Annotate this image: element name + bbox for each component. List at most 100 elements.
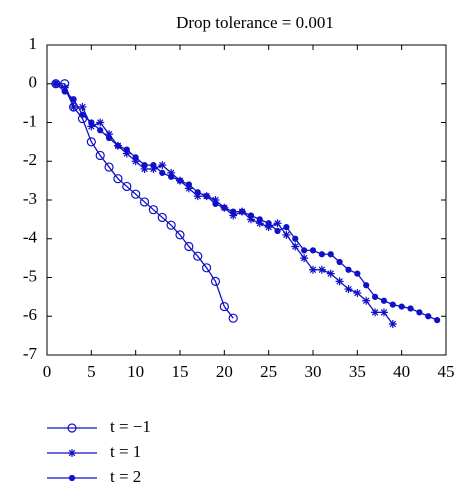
data-point [434, 317, 441, 324]
data-point [318, 251, 325, 258]
data-point [309, 265, 317, 274]
data-point [230, 208, 237, 215]
data-point [132, 154, 139, 161]
x-tick-label: 5 [87, 362, 96, 381]
data-point [114, 142, 122, 149]
x-tick-label: 35 [349, 362, 366, 381]
data-point [301, 247, 308, 254]
data-point [105, 134, 113, 142]
data-point [363, 282, 370, 289]
series-line [55, 83, 234, 319]
x-tick-label: 20 [216, 362, 233, 381]
data-point [345, 266, 352, 273]
data-point [300, 254, 309, 263]
series-line [55, 83, 438, 321]
data-point [185, 181, 192, 188]
y-tick-label: -7 [23, 344, 38, 363]
data-point [140, 165, 149, 173]
data-point [354, 270, 361, 277]
data-point [184, 184, 193, 193]
y-tick-label: -2 [23, 150, 37, 169]
data-point [353, 289, 362, 297]
data-point [238, 208, 246, 215]
y-tick-label: 0 [29, 73, 38, 92]
data-point [150, 162, 157, 169]
data-point [389, 301, 396, 308]
data-point [264, 223, 273, 232]
data-point [159, 169, 166, 176]
data-point [221, 204, 228, 211]
data-point [203, 193, 210, 200]
data-point [362, 296, 371, 305]
plot-frame [46, 44, 447, 356]
data-point [168, 173, 175, 180]
y-tick-label: -4 [23, 228, 38, 247]
x-tick-label: 0 [43, 362, 52, 381]
data-point [96, 118, 105, 127]
data-point [141, 162, 148, 169]
data-point [211, 196, 220, 204]
data-point [70, 96, 77, 103]
x-tick-label: 10 [127, 362, 144, 381]
data-point [131, 189, 141, 199]
data-point [166, 220, 176, 230]
data-point [282, 230, 291, 239]
data-point [309, 247, 317, 254]
data-point [265, 220, 272, 227]
data-point [388, 320, 397, 328]
data-point [336, 258, 343, 266]
data-point [335, 277, 344, 286]
legend-marker [67, 423, 77, 433]
data-point [148, 205, 158, 215]
data-point [87, 122, 96, 131]
x-tick-label: 25 [260, 362, 277, 381]
data-point [123, 146, 130, 153]
data-point [95, 150, 105, 161]
y-tick-label: -6 [23, 305, 37, 324]
data-point [122, 149, 131, 158]
legend-marker [68, 474, 76, 482]
data-point [78, 103, 87, 111]
y-tick-label: -1 [23, 111, 37, 130]
data-point [193, 251, 203, 261]
data-point [228, 313, 238, 323]
legend-label: t = 1 [110, 442, 141, 461]
data-point [283, 224, 290, 231]
data-point [247, 212, 255, 219]
data-point [327, 251, 334, 258]
data-point [139, 197, 150, 207]
x-tick-label: 15 [172, 362, 189, 381]
data-point [122, 181, 132, 192]
data-point [88, 119, 95, 126]
x-tick-label: 45 [438, 362, 455, 381]
data-point [69, 103, 78, 111]
data-point [371, 293, 379, 300]
data-point [175, 230, 185, 240]
x-tick-label: 30 [305, 362, 322, 381]
data-point [212, 200, 219, 207]
data-point [202, 263, 212, 273]
chart-title: Drop tolerance = 0.001 [176, 13, 334, 32]
y-tick-label: 1 [29, 34, 38, 53]
data-point [273, 219, 282, 228]
data-point [149, 165, 158, 173]
data-point [157, 212, 167, 223]
data-point [104, 162, 114, 172]
data-point [326, 269, 335, 278]
data-point [292, 235, 299, 242]
data-point [97, 127, 104, 134]
data-point [256, 216, 263, 223]
y-tick-label: -5 [23, 266, 37, 285]
data-point [344, 285, 353, 294]
data-point [380, 297, 388, 304]
data-point [60, 83, 69, 92]
data-point [61, 88, 68, 95]
legend-label: t = 2 [110, 467, 141, 486]
data-point [317, 265, 326, 274]
data-point [184, 241, 194, 252]
data-point [105, 130, 114, 139]
data-point [86, 137, 96, 147]
data-point [167, 168, 176, 177]
data-point [131, 157, 140, 166]
